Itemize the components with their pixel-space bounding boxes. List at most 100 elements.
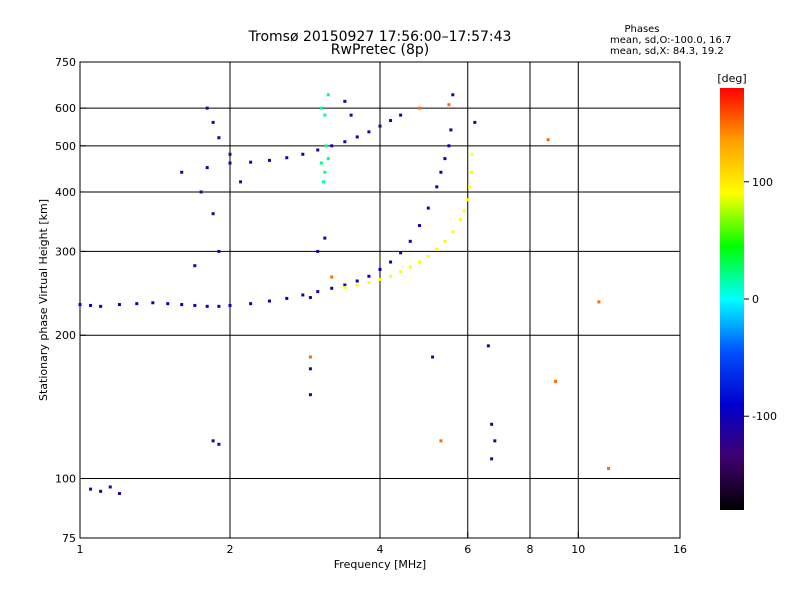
echo-point	[466, 198, 470, 202]
echo-point	[597, 300, 601, 304]
echo-point	[316, 249, 320, 253]
echo-point	[308, 367, 312, 371]
echo-point	[330, 275, 334, 279]
x-tick-label: 10	[571, 543, 585, 556]
echo-point	[108, 485, 112, 489]
x-tick-label: 4	[377, 543, 384, 556]
y-tick-label: 75	[62, 532, 76, 545]
echo-point	[323, 236, 327, 240]
echo-point	[205, 106, 209, 110]
echo-point	[468, 185, 472, 189]
echo-point	[326, 157, 330, 161]
y-tick-label: 300	[55, 245, 76, 258]
echo-point	[323, 170, 327, 174]
echo-point	[469, 170, 473, 174]
colorbar-tick-label: -100	[752, 410, 777, 423]
echo-point	[117, 492, 121, 496]
x-axis-label: Frequency [MHz]	[334, 558, 426, 571]
echo-point	[378, 277, 382, 281]
echo-point	[451, 93, 455, 97]
echo-point	[399, 270, 403, 274]
echo-point	[355, 283, 359, 287]
echo-point	[319, 106, 323, 110]
echo-point	[417, 260, 421, 264]
echo-point	[217, 442, 221, 446]
echo-point	[217, 136, 221, 140]
echo-point	[408, 265, 412, 269]
echo-point	[435, 247, 439, 251]
echo-point	[321, 180, 325, 184]
echo-point	[349, 113, 353, 117]
echo-point	[439, 170, 443, 174]
echo-point	[443, 157, 447, 161]
chart-subtitle: RwPretec (8p)	[331, 42, 429, 58]
echo-point	[117, 303, 121, 307]
echo-point	[367, 281, 371, 285]
echo-point	[439, 439, 443, 443]
echo-point	[301, 293, 305, 297]
echo-point	[205, 304, 209, 308]
y-tick-label: 200	[55, 329, 76, 342]
echo-point	[308, 393, 312, 397]
echo-point	[493, 439, 497, 443]
echo-point	[151, 301, 155, 305]
echo-point	[285, 296, 289, 300]
y-tick-label: 750	[55, 56, 76, 69]
echo-point	[326, 93, 330, 97]
echo-point	[316, 290, 320, 294]
echo-point	[166, 302, 170, 306]
echo-point	[199, 190, 203, 194]
echo-point	[330, 144, 334, 148]
echo-point	[193, 264, 197, 268]
echo-point	[193, 303, 197, 307]
echo-point	[323, 113, 327, 117]
echo-point	[319, 161, 323, 165]
y-tick-label: 500	[55, 140, 76, 153]
echo-point	[417, 106, 421, 110]
echo-point	[355, 279, 359, 283]
echo-point	[458, 218, 462, 222]
echo-point	[343, 140, 347, 144]
x-tick-label: 1	[77, 543, 84, 556]
chart-title: Tromsø 20150927 17:56:00–17:57:43	[248, 29, 512, 45]
echo-point	[378, 267, 382, 271]
echo-point	[486, 344, 490, 348]
colorbar: 100 0 -100	[720, 88, 777, 510]
echo-point	[343, 285, 347, 289]
echo-point	[217, 304, 221, 308]
colorbar-tick-label: 0	[752, 293, 759, 306]
echo-point	[553, 379, 557, 383]
echo-point	[490, 422, 494, 426]
echo-point	[205, 166, 209, 170]
echo-point	[285, 156, 289, 160]
echo-point	[78, 303, 82, 307]
echo-point	[389, 274, 393, 278]
y-tick-label: 600	[55, 102, 76, 115]
echo-point	[399, 113, 403, 117]
y-tick-label: 100	[55, 473, 76, 486]
echo-point	[99, 489, 103, 493]
echo-point	[426, 206, 430, 210]
echo-point	[470, 152, 474, 156]
echo-point	[89, 487, 93, 491]
echo-point	[399, 251, 403, 255]
echo-point	[343, 283, 347, 287]
echo-point	[451, 230, 455, 234]
echo-point	[316, 148, 320, 152]
echo-point	[447, 144, 451, 148]
echo-point	[239, 180, 243, 184]
echo-point	[431, 355, 435, 359]
phase-info-o-mode: mean, sd,O:-100.0, 16.7	[610, 35, 731, 46]
echo-point	[389, 260, 393, 264]
x-tick-label: 8	[527, 543, 534, 556]
echo-point	[180, 303, 184, 307]
y-axis-label: Stationary phase Virtual Height [km]	[37, 199, 50, 401]
colorbar-label: [deg]	[717, 72, 746, 85]
echo-point	[301, 152, 305, 156]
echo-point	[267, 299, 271, 303]
echo-point	[211, 120, 215, 124]
x-tick-label: 2	[227, 543, 234, 556]
phase-info-x-mode: mean, sd,X: 84.3, 19.2	[610, 46, 724, 57]
axis-ticks: 1 2 4 6 8 10 16 75 100 200 300 400 500 600 750	[55, 56, 687, 556]
